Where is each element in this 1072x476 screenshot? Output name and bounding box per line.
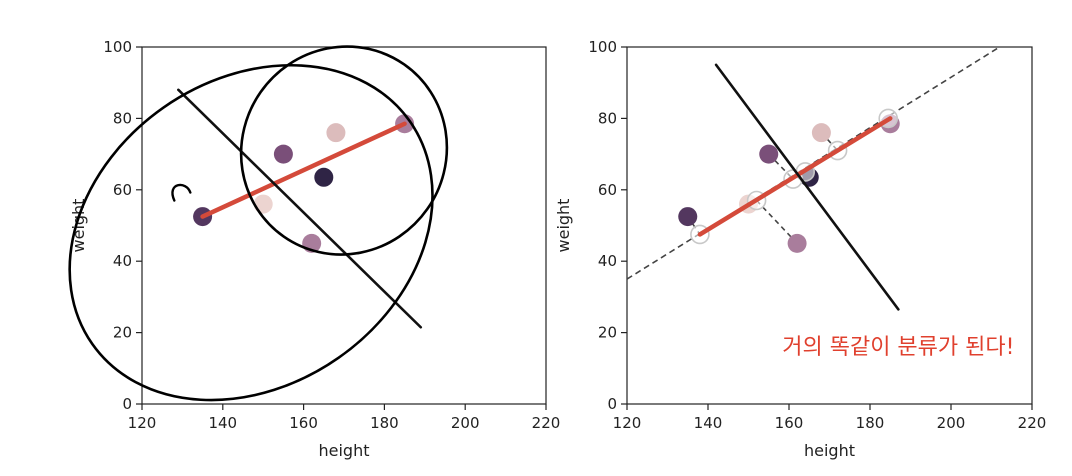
decision-boundary-line [714, 63, 900, 311]
data-point [787, 233, 807, 253]
data-point [759, 144, 779, 164]
x-tick-label: 180 [370, 414, 399, 432]
plot-frame [626, 46, 1033, 405]
x-axis-label: height [804, 441, 855, 460]
x-tick-label: 200 [937, 414, 966, 432]
cluster-ellipse [68, 63, 434, 402]
y-tick-label: 80 [598, 109, 617, 127]
x-tick-label: 120 [613, 414, 642, 432]
chart-right: 120 140 160 180 200 220 0 20 40 60 80 100 height weig… [554, 38, 1046, 460]
x-axis-label: height [319, 441, 370, 460]
y-tick-label: 0 [607, 395, 617, 413]
x-tick-label: 120 [128, 414, 157, 432]
principal-component-line [697, 116, 893, 237]
y-tick-label: 80 [113, 109, 132, 127]
data-point [811, 123, 831, 143]
y-tick-label: 100 [103, 38, 132, 56]
y-tick-label: 0 [122, 395, 132, 413]
data-point [273, 144, 293, 164]
x-tick-label: 140 [694, 414, 723, 432]
decision-boundary-line [177, 88, 423, 329]
y-axis-label: weight [554, 199, 573, 253]
y-tick-label: 60 [113, 181, 132, 199]
y-tick-label: 20 [598, 324, 617, 342]
x-tick-label: 220 [532, 414, 561, 432]
x-tick-label: 160 [289, 414, 318, 432]
annotation-note: 거의 똑같이 분류가 된다! [782, 335, 1014, 360]
y-tick-label: 40 [113, 252, 132, 270]
principal-component-line [200, 121, 407, 219]
projection-line [756, 199, 798, 244]
x-tick-label: 180 [856, 414, 885, 432]
x-tick-label: 200 [451, 414, 480, 432]
x-tick-label: 220 [1018, 414, 1047, 432]
x-tick-label: 160 [775, 414, 804, 432]
cluster-ellipse [239, 45, 449, 256]
y-tick-label: 100 [588, 38, 617, 56]
y-tick-label: 40 [598, 252, 617, 270]
chart-left: 120 140 160 180 200 220020406080100heightweig… [68, 38, 561, 460]
data-point [253, 194, 273, 214]
data-point [314, 167, 334, 187]
y-tick-label: 20 [113, 324, 132, 342]
cluster-hook [171, 183, 192, 202]
pc-axis-dashed [627, 47, 1001, 280]
data-point [678, 207, 698, 227]
data-point [326, 123, 346, 143]
x-tick-label: 140 [208, 414, 237, 432]
y-tick-label: 60 [598, 181, 617, 199]
data-layer [177, 88, 423, 329]
data-layer [627, 47, 1001, 311]
